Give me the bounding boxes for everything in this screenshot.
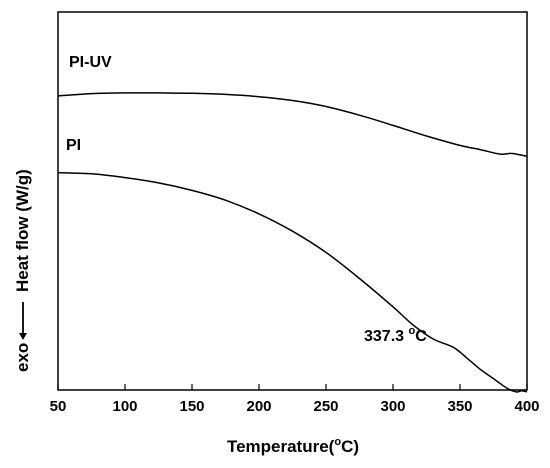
series-line-pi [57, 171, 528, 393]
x-tick-label: 250 [313, 398, 338, 415]
y-axis-arrow-head [19, 333, 27, 340]
x-tick-label: 100 [112, 398, 137, 415]
peak-annotation: 337.3 oC [364, 325, 427, 345]
x-tick-label: 150 [179, 398, 204, 415]
series-label-pi: PI [66, 137, 81, 154]
x-tick-label: 350 [447, 398, 472, 415]
y-axis-exo-label: exo [13, 343, 32, 372]
x-tick-label: 200 [246, 398, 271, 415]
x-tick-label: 300 [380, 398, 405, 415]
series-line-pi-uv [57, 92, 528, 158]
x-axis-title: Temperature(oC) [227, 436, 359, 456]
x-axis-ticks: 50 100 150 200 250 300 350 400 [50, 384, 540, 415]
x-tick-label: 50 [50, 398, 67, 415]
y-axis-heat-flow-label: Heat flow (W/g) [13, 169, 32, 292]
series-lines [57, 92, 528, 393]
plot-frame [57, 11, 528, 391]
y-axis-title: exo Heat flow (W/g) [13, 169, 32, 372]
series-label-pi-uv: PI-UV [69, 54, 112, 71]
x-tick-label: 400 [514, 398, 539, 415]
